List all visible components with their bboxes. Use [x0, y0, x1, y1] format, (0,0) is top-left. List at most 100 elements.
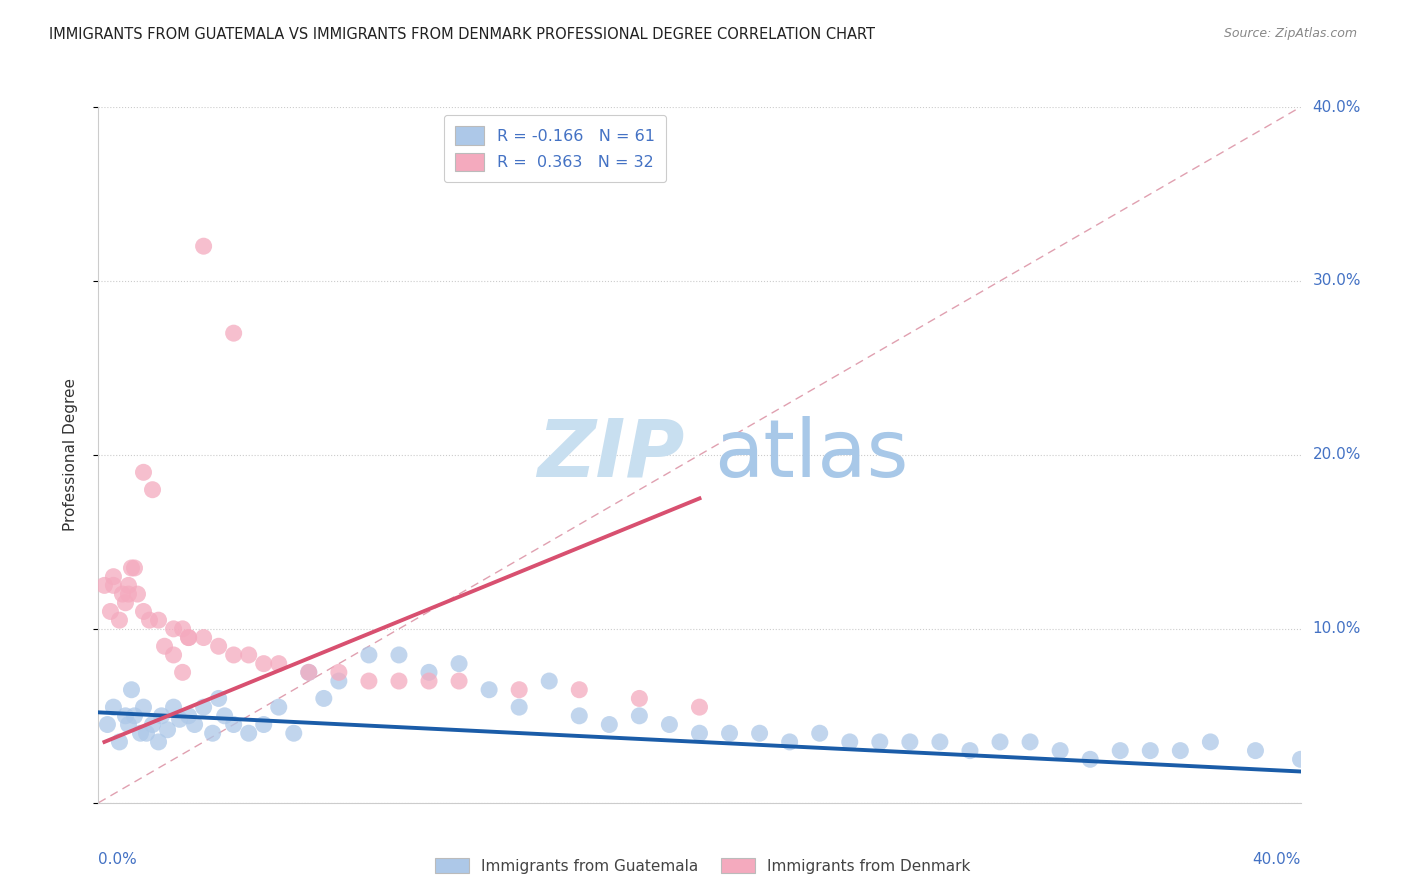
Point [267, 700, 290, 714]
Text: Source: ZipAtlas.com: Source: ZipAtlas.com [1223, 27, 1357, 40]
Point [447, 674, 470, 689]
Point [117, 587, 139, 601]
Point [1244, 744, 1267, 758]
Point [779, 735, 801, 749]
Point [447, 657, 470, 671]
Point [135, 726, 157, 740]
Point [238, 648, 260, 662]
Point [111, 587, 134, 601]
Point [1078, 752, 1101, 766]
Point [141, 717, 163, 731]
Point [357, 648, 380, 662]
Point [148, 613, 170, 627]
Point [222, 326, 245, 340]
Text: 40.0%: 40.0% [1313, 100, 1361, 114]
Point [718, 726, 741, 740]
Point [201, 726, 224, 740]
Point [156, 723, 179, 737]
Point [114, 596, 136, 610]
Point [929, 735, 952, 749]
Point [222, 717, 245, 731]
Point [214, 708, 236, 723]
Point [869, 735, 891, 749]
Text: 20.0%: 20.0% [1313, 448, 1361, 462]
Point [328, 665, 350, 680]
Point [172, 622, 194, 636]
Point [93, 578, 115, 592]
Legend: Immigrants from Guatemala, Immigrants from Denmark: Immigrants from Guatemala, Immigrants fr… [429, 852, 977, 880]
Point [162, 700, 184, 714]
Point [328, 674, 350, 689]
Point [172, 665, 194, 680]
Point [1049, 744, 1071, 758]
Point [222, 648, 245, 662]
Point [193, 239, 215, 253]
Point [357, 674, 380, 689]
Point [124, 708, 146, 723]
Point [253, 657, 276, 671]
Point [898, 735, 921, 749]
Point [838, 735, 860, 749]
Point [141, 483, 163, 497]
Point [568, 708, 591, 723]
Point [748, 726, 770, 740]
Point [117, 717, 139, 731]
Point [508, 682, 530, 697]
Point [988, 735, 1011, 749]
Point [388, 648, 411, 662]
Point [508, 700, 530, 714]
Point [193, 631, 215, 645]
Point [298, 665, 321, 680]
Point [177, 708, 200, 723]
Point [177, 631, 200, 645]
Point [808, 726, 831, 740]
Point [312, 691, 335, 706]
Point [148, 735, 170, 749]
Point [138, 613, 160, 627]
Point [298, 665, 321, 680]
Text: 10.0%: 10.0% [1313, 622, 1361, 636]
Point [253, 717, 276, 731]
Point [628, 708, 651, 723]
Point [183, 717, 205, 731]
Point [108, 735, 131, 749]
Point [598, 717, 620, 731]
Point [238, 726, 260, 740]
Point [132, 466, 155, 480]
Point [100, 605, 122, 619]
Point [283, 726, 305, 740]
Point [208, 639, 231, 653]
Point [478, 682, 501, 697]
Point [658, 717, 681, 731]
Point [628, 691, 651, 706]
Point [121, 682, 143, 697]
Point [959, 744, 981, 758]
Point [568, 682, 591, 697]
Text: 40.0%: 40.0% [1253, 852, 1301, 866]
Legend: R = -0.166   N = 61, R =  0.363   N = 32: R = -0.166 N = 61, R = 0.363 N = 32 [444, 115, 666, 182]
Point [1109, 744, 1132, 758]
Point [1019, 735, 1042, 749]
Point [132, 700, 155, 714]
Point [267, 657, 290, 671]
Point [150, 708, 173, 723]
Point [96, 717, 118, 731]
Point [193, 700, 215, 714]
Point [418, 665, 440, 680]
Point [153, 639, 176, 653]
Point [121, 561, 143, 575]
Point [1199, 735, 1222, 749]
Point [103, 700, 125, 714]
Point [208, 691, 231, 706]
Text: ZIP: ZIP [537, 416, 685, 494]
Text: IMMIGRANTS FROM GUATEMALA VS IMMIGRANTS FROM DENMARK PROFESSIONAL DEGREE CORRELA: IMMIGRANTS FROM GUATEMALA VS IMMIGRANTS … [49, 27, 875, 42]
Point [388, 674, 411, 689]
Point [162, 648, 184, 662]
Point [103, 570, 125, 584]
Point [103, 578, 125, 592]
Point [114, 708, 136, 723]
Y-axis label: Professional Degree: Professional Degree [63, 378, 77, 532]
Point [108, 613, 131, 627]
Point [117, 578, 139, 592]
Point [1289, 752, 1312, 766]
